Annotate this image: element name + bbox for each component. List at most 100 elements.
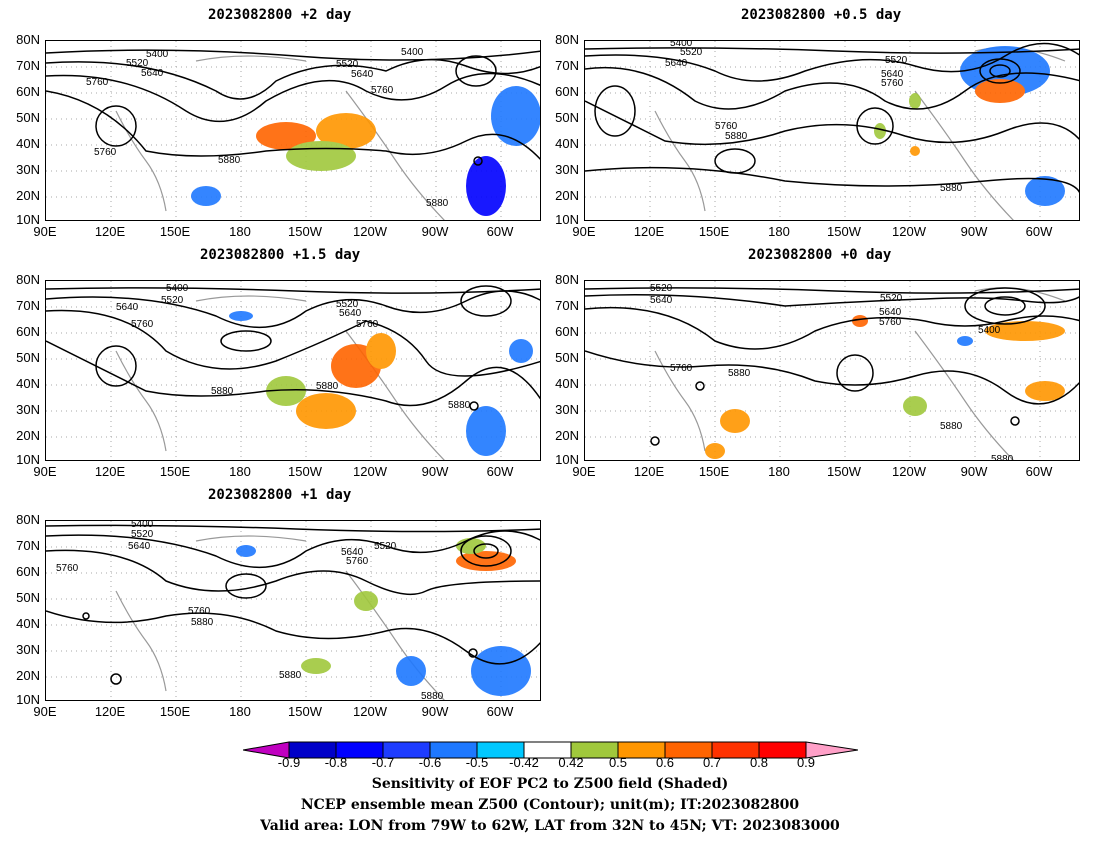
- lat-label: 50N: [16, 110, 40, 125]
- lat-label: 80N: [16, 272, 40, 287]
- lon-label: 120E: [633, 224, 665, 239]
- contour-label: 5400: [978, 325, 1001, 336]
- lat-label: 80N: [16, 512, 40, 527]
- colorbar-tick-label: 0.6: [655, 755, 675, 770]
- lat-label: 30N: [16, 162, 40, 177]
- contour-label: 5520: [131, 529, 154, 540]
- lon-label: 90E: [572, 464, 596, 479]
- map-area: 5520 5520 5640 5640 5760 5400 5760 5880 5880 58…: [584, 280, 1080, 461]
- panel-title: 2023082800 +2 day: [208, 7, 352, 23]
- contour-label: 5520: [374, 541, 397, 552]
- colorbar-tick-label: 0.9: [796, 755, 816, 770]
- lon-label: 150W: [288, 464, 322, 479]
- lon-label: 90W: [960, 464, 988, 479]
- contour-label: 5880: [426, 198, 449, 209]
- contour-label: 5520: [650, 283, 673, 294]
- lon-label: 60W: [1025, 464, 1053, 479]
- contour-label: 5520: [880, 293, 903, 304]
- lon-label: 90W: [421, 464, 449, 479]
- lon-label: 90W: [421, 704, 449, 719]
- lat-label: 70N: [16, 538, 40, 553]
- contour-label: 5880: [279, 670, 302, 681]
- contour-label: 5760: [86, 77, 109, 88]
- contour-label: 5880: [725, 131, 748, 142]
- contour-label: 5640: [339, 308, 362, 319]
- lat-label: 30N: [555, 162, 579, 177]
- contour-label: 5880: [316, 381, 339, 392]
- footer-caption-line-2: NCEP ensemble mean Z500 (Contour); unit(…: [300, 797, 800, 813]
- lat-label: 70N: [555, 58, 579, 73]
- contour-label: 5760: [356, 319, 379, 330]
- contour-label: 5520: [336, 299, 359, 310]
- panel-title: 2023082800 +1.5 day: [200, 247, 361, 263]
- lon-label: 150W: [288, 704, 322, 719]
- panel-title: 2023082800 +1 day: [208, 487, 352, 503]
- contour-label: 5760: [371, 85, 394, 96]
- contour-label: 5760: [670, 363, 693, 374]
- contour-label: 5760: [56, 563, 79, 574]
- lon-label: 150W: [827, 464, 861, 479]
- lon-label: 90E: [33, 464, 57, 479]
- colorbar-high-arrow: [805, 741, 858, 759]
- lat-label: 40N: [555, 376, 579, 391]
- contour-label: 5400: [401, 47, 424, 58]
- contour-label: 5640: [650, 295, 673, 306]
- lon-label: 150E: [159, 224, 191, 239]
- lon-label: 120W: [353, 464, 387, 479]
- contour-label: 5640: [881, 69, 904, 80]
- lon-label: 90W: [421, 224, 449, 239]
- lat-label: 40N: [16, 376, 40, 391]
- lat-label: 80N: [555, 272, 579, 287]
- contour-label: 5880: [448, 400, 471, 411]
- contour-label: 5640: [128, 541, 151, 552]
- contour-label: 5640: [116, 302, 139, 313]
- lon-label: 60W: [486, 464, 514, 479]
- lon-label: 120W: [892, 224, 926, 239]
- footer-caption-line-1: Sensitivity of EOF PC2 to Z500 field (Sh…: [371, 776, 729, 792]
- contour-label: 5880: [191, 617, 214, 628]
- lat-label: 40N: [16, 616, 40, 631]
- lon-label: 150W: [827, 224, 861, 239]
- contour-label: 5520: [161, 295, 184, 306]
- lon-label: 90E: [33, 224, 57, 239]
- lat-label: 10N: [555, 212, 579, 227]
- colorbar-tick-label: -0.8: [324, 755, 348, 770]
- lat-label: 20N: [16, 428, 40, 443]
- lon-label: 180: [229, 224, 251, 239]
- lon-label: 150W: [288, 224, 322, 239]
- colorbar-tick-label: 0.42: [558, 755, 584, 770]
- footer-caption-line-3: Valid area: LON from 79W to 62W, LAT fro…: [260, 818, 840, 834]
- lon-label: 150E: [159, 704, 191, 719]
- lat-label: 80N: [555, 32, 579, 47]
- lat-label: 70N: [555, 298, 579, 313]
- contour-label: 5880: [940, 183, 963, 194]
- lat-label: 60N: [16, 324, 40, 339]
- lat-label: 70N: [16, 298, 40, 313]
- lon-label: 60W: [486, 224, 514, 239]
- lon-label: 150E: [698, 464, 730, 479]
- lon-label: 120E: [94, 464, 126, 479]
- contour-label: 5640: [351, 69, 374, 80]
- lon-label: 120E: [94, 704, 126, 719]
- contour-label: 5880: [211, 386, 234, 397]
- lon-label: 120E: [633, 464, 665, 479]
- lon-label: 90W: [960, 224, 988, 239]
- lat-label: 50N: [16, 350, 40, 365]
- lat-label: 10N: [16, 692, 40, 707]
- colorbar-tick-label: -0.9: [277, 755, 301, 770]
- lat-label: 10N: [555, 452, 579, 467]
- colorbar-tick-label: 0.7: [702, 755, 722, 770]
- contour-label: 5520: [336, 59, 359, 70]
- lon-label: 90E: [572, 224, 596, 239]
- contour-label: 5760: [188, 606, 211, 617]
- colorbar-tick-label: 0.8: [749, 755, 769, 770]
- contour-label: 5880: [991, 454, 1014, 461]
- map-area: 5400 5520 5520 5640 5640 5760 5760 5760 5880 5…: [45, 520, 541, 701]
- lat-label: 20N: [555, 428, 579, 443]
- contour-label: 5880: [728, 368, 751, 379]
- lat-label: 50N: [16, 590, 40, 605]
- lat-label: 40N: [555, 136, 579, 151]
- lon-label: 60W: [1025, 224, 1053, 239]
